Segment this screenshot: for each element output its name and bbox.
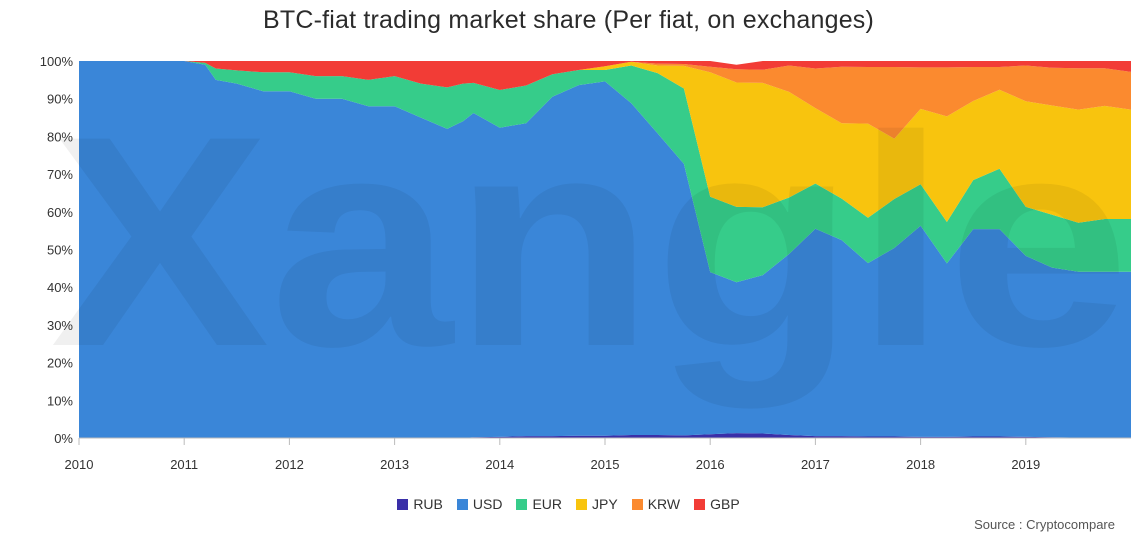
legend-item-jpy: JPY xyxy=(576,496,618,512)
source-note: Source : Cryptocompare xyxy=(974,517,1115,532)
x-axis: 2010 2011 2012 2013 2014 2015 2016 2017 2018 2019 xyxy=(65,437,1131,472)
x-tick-label: 2019 xyxy=(1011,457,1040,472)
chart-title: BTC-fiat trading market share (Per fiat,… xyxy=(262,6,875,34)
legend-item-krw: KRW xyxy=(631,496,681,512)
watermark-logo: Xangle xyxy=(50,73,1130,411)
legend-label: USD xyxy=(472,496,503,512)
legend-label: GBP xyxy=(710,496,740,512)
area-usd xyxy=(79,61,1131,438)
legend-item-eur: EUR xyxy=(516,496,562,512)
legend-label: EUR xyxy=(532,496,562,512)
legend: RUB USD EUR JPY KRW GBP xyxy=(0,496,1137,512)
legend-swatch xyxy=(397,498,409,510)
series-areas xyxy=(79,61,1131,438)
x-tick-label: 2018 xyxy=(906,457,935,472)
legend-item-usd: USD xyxy=(456,496,503,512)
y-tick-label: 10% xyxy=(47,393,73,408)
x-tick-label: 2013 xyxy=(380,457,409,472)
area-rub xyxy=(79,433,1131,438)
legend-label: KRW xyxy=(647,496,681,512)
legend-label: JPY xyxy=(592,496,618,512)
y-tick-label: 30% xyxy=(47,318,73,333)
y-tick-label: 100% xyxy=(40,54,74,69)
legend-swatch xyxy=(631,498,643,510)
y-tick-label: 20% xyxy=(47,356,73,371)
y-tick-label: 0% xyxy=(54,431,73,446)
area-eur xyxy=(79,61,1131,283)
x-tick-label: 2010 xyxy=(65,457,94,472)
legend-swatch xyxy=(576,498,587,510)
area-krw xyxy=(79,61,1131,139)
x-tick-label: 2017 xyxy=(801,457,830,472)
area-jpy xyxy=(79,61,1131,223)
y-tick-label: 50% xyxy=(47,243,73,258)
legend-item-rub: RUB xyxy=(397,496,443,512)
y-tick-label: 40% xyxy=(47,280,73,295)
legend-swatch xyxy=(456,498,468,510)
x-tick-label: 2014 xyxy=(485,457,514,472)
y-tick-label: 80% xyxy=(47,129,73,144)
y-axis: 0% 10% 20% 30% 40% 50% 60% 70% 80% 90% 100% xyxy=(40,54,74,446)
x-tick-label: 2016 xyxy=(696,457,725,472)
y-tick-label: 70% xyxy=(47,167,73,182)
x-tick-label: 2015 xyxy=(591,457,620,472)
legend-swatch xyxy=(516,498,528,510)
x-tick-label: 2011 xyxy=(170,457,198,472)
y-tick-label: 60% xyxy=(47,205,73,220)
legend-item-gbp: GBP xyxy=(694,496,740,512)
y-tick-label: 90% xyxy=(47,92,73,107)
x-tick-label: 2012 xyxy=(275,457,304,472)
legend-swatch xyxy=(694,498,706,510)
legend-label: RUB xyxy=(413,496,443,512)
area-gbp xyxy=(79,61,1131,90)
